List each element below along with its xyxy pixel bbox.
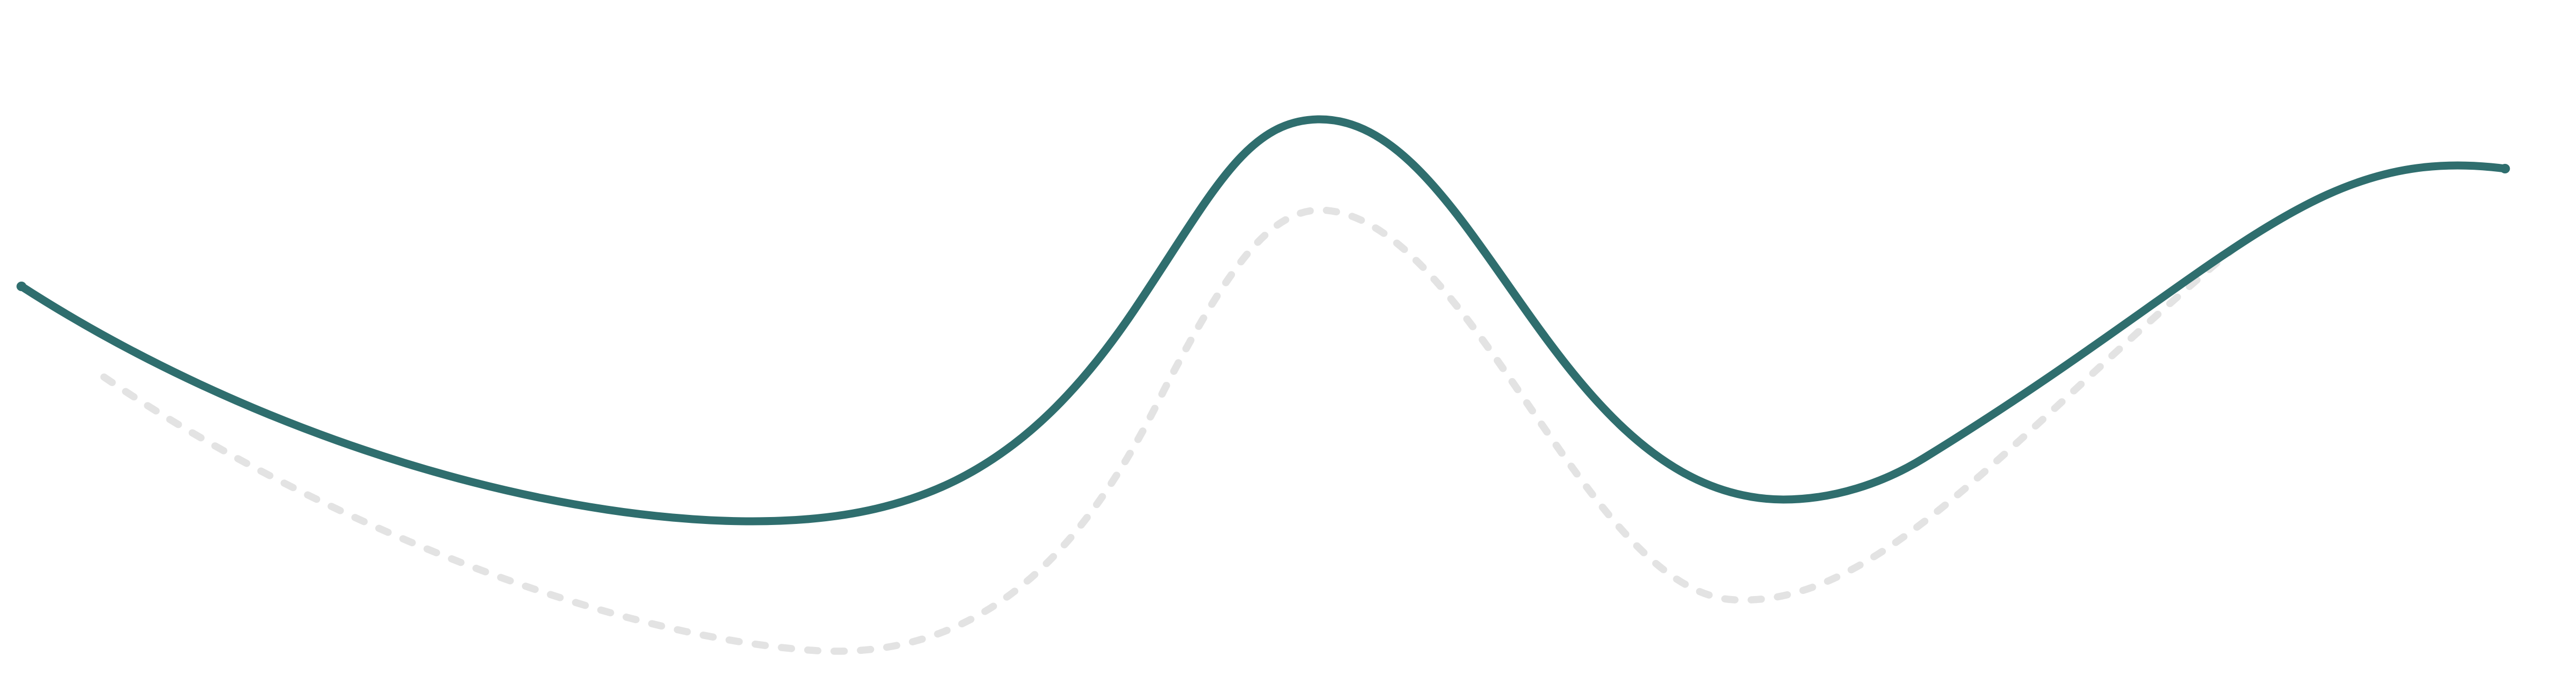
curve-end-dot — [2500, 164, 2510, 173]
curve-start-dot — [16, 282, 27, 291]
primary-wave-curve — [17, 115, 2509, 526]
dashed-shadow-curve — [100, 206, 2249, 655]
